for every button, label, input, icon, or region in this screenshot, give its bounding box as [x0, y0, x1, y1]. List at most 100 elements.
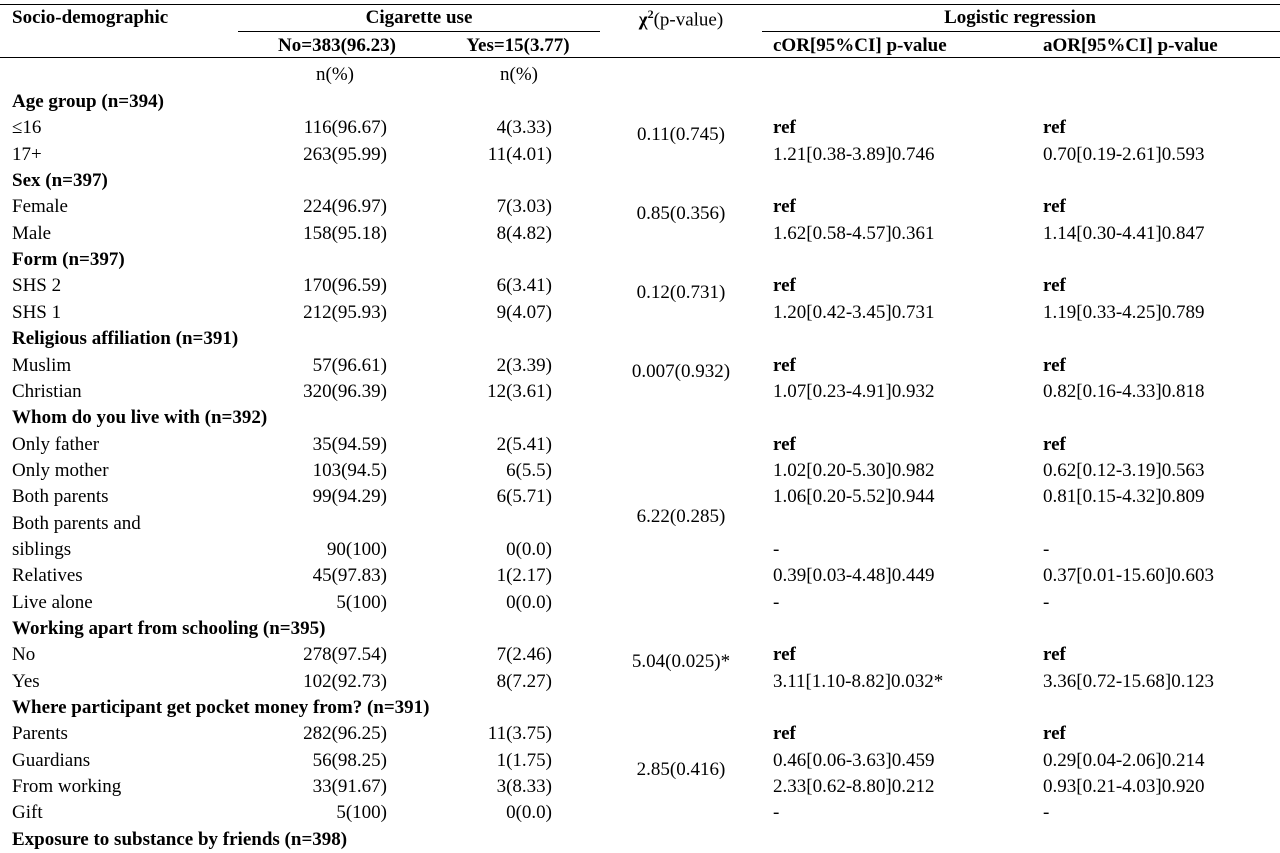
cell-no: 102(92.73)	[303, 671, 387, 692]
cell-cor: ref	[773, 196, 796, 217]
cell-yes: 6(3.41)	[496, 275, 552, 296]
cell-no: 116(96.67)	[303, 117, 387, 138]
section-heading: Whom do you live with (n=392)	[12, 407, 268, 428]
section-heading: Religious affiliation (n=391)	[12, 328, 239, 349]
cell-no: 35(94.59)	[312, 434, 387, 455]
cell-yes: 3(8.33)	[496, 776, 552, 797]
cell-aor: -	[1043, 592, 1050, 613]
section-heading: Sex (n=397)	[12, 170, 108, 191]
chi-square-value: 5.04(0.025)*	[631, 651, 731, 672]
row-label: Both parents and	[12, 513, 141, 534]
row-label: Yes	[12, 671, 40, 692]
row-label: Male	[12, 223, 52, 244]
subheader-cor: cOR[95%CI] p-value	[773, 35, 947, 56]
cell-cor: 1.20[0.42-3.45]0.731	[773, 302, 935, 323]
cell-cor: -	[773, 539, 780, 560]
cell-aor: 0.82[0.16-4.33]0.818	[1043, 381, 1205, 402]
cell-no: 282(96.25)	[303, 723, 387, 744]
cell-aor: ref	[1043, 723, 1066, 744]
table-top-rule	[0, 4, 1280, 5]
cell-yes: 6(5.71)	[496, 486, 552, 507]
subheader-no: No=383(96.23)	[278, 35, 396, 56]
cell-no: 158(95.18)	[303, 223, 387, 244]
cell-no: 99(94.29)	[312, 486, 387, 507]
chi-square-value: 0.11(0.745)	[637, 124, 725, 145]
section-heading: Age group (n=394)	[12, 91, 164, 112]
header-chi-square: χ2(p-value)	[639, 8, 723, 29]
row-label: Only father	[12, 434, 100, 455]
cell-cor: 2.33[0.62-8.80]0.212	[773, 776, 935, 797]
subheader-yes: Yes=15(3.77)	[466, 35, 570, 56]
cell-yes: 2(5.41)	[496, 434, 552, 455]
cell-cor: ref	[773, 644, 796, 665]
cell-no: 263(95.99)	[303, 144, 387, 165]
cell-yes: 4(3.33)	[496, 117, 552, 138]
cell-aor: 0.81[0.15-4.32]0.809	[1043, 486, 1205, 507]
section-heading: Where participant get pocket money from?…	[12, 697, 430, 718]
cell-cor: -	[773, 802, 780, 823]
cell-aor: 1.14[0.30-4.41]0.847	[1043, 223, 1205, 244]
unit-yes: n(%)	[500, 64, 538, 85]
cell-yes: 0(0.0)	[506, 592, 552, 613]
row-label: Only mother	[12, 460, 109, 481]
chi-superscript: 2	[647, 7, 654, 21]
cell-cor: -	[773, 592, 780, 613]
cell-aor: ref	[1043, 117, 1066, 138]
unit-no: n(%)	[316, 64, 354, 85]
cell-yes: 6(5.5)	[506, 460, 552, 481]
cell-yes: 7(3.03)	[496, 196, 552, 217]
chi-p-value-text: (p-value)	[653, 9, 724, 31]
cell-cor: ref	[773, 275, 796, 296]
cell-aor: ref	[1043, 196, 1066, 217]
cell-cor: 3.11[1.10-8.82]0.032*	[773, 671, 944, 692]
chi-square-value: 0.12(0.731)	[636, 282, 726, 303]
cell-aor: ref	[1043, 355, 1066, 376]
cell-cor: ref	[773, 355, 796, 376]
section-heading: Form (n=397)	[12, 249, 125, 270]
section-heading: Working apart from schooling (n=395)	[12, 618, 326, 639]
cell-no: 170(96.59)	[303, 275, 387, 296]
cell-cor: 1.02[0.20-5.30]0.982	[773, 460, 935, 481]
row-label: Christian	[12, 381, 82, 402]
cell-no: 57(96.61)	[312, 355, 387, 376]
cell-cor: ref	[773, 723, 796, 744]
cell-cor: 0.46[0.06-3.63]0.459	[773, 750, 935, 771]
cell-yes: 1(1.75)	[496, 750, 552, 771]
cell-yes: 0(0.0)	[506, 802, 552, 823]
cell-yes: 0(0.0)	[506, 539, 552, 560]
cell-cor: 1.07[0.23-4.91]0.932	[773, 381, 935, 402]
cell-cor: 0.39[0.03-4.48]0.449	[773, 565, 935, 586]
cell-aor: -	[1043, 539, 1050, 560]
cell-aor: ref	[1043, 644, 1066, 665]
row-label: SHS 2	[12, 275, 62, 296]
cell-aor: 0.62[0.12-3.19]0.563	[1043, 460, 1205, 481]
header-socio-demographic: Socio-demographic	[12, 7, 169, 28]
row-label: ≤16	[12, 117, 42, 138]
row-label: Live alone	[12, 592, 93, 613]
header-cigarette-use: Cigarette use	[365, 7, 473, 28]
row-label: 17+	[12, 144, 42, 165]
cell-cor: 1.62[0.58-4.57]0.361	[773, 223, 935, 244]
cell-yes: 9(4.07)	[496, 302, 552, 323]
row-label: Relatives	[12, 565, 83, 586]
cell-no: 56(98.25)	[312, 750, 387, 771]
cell-aor: ref	[1043, 275, 1066, 296]
cell-cor: ref	[773, 434, 796, 455]
cell-no: 90(100)	[326, 539, 387, 560]
cell-no: 320(96.39)	[303, 381, 387, 402]
cell-yes: 2(3.39)	[496, 355, 552, 376]
cell-yes: 8(7.27)	[496, 671, 552, 692]
cell-yes: 8(4.82)	[496, 223, 552, 244]
cell-aor: 0.93[0.21-4.03]0.920	[1043, 776, 1205, 797]
row-label: Muslim	[12, 355, 72, 376]
cell-aor: 0.70[0.19-2.61]0.593	[1043, 144, 1205, 165]
header-bottom-rule	[0, 57, 1280, 58]
cell-cor: 1.06[0.20-5.52]0.944	[773, 486, 935, 507]
cell-yes: 7(2.46)	[496, 644, 552, 665]
row-label: From working	[12, 776, 122, 797]
section-heading: Exposure to substance by friends (n=398)	[12, 829, 348, 850]
cell-aor: 1.19[0.33-4.25]0.789	[1043, 302, 1205, 323]
cell-no: 5(100)	[336, 802, 387, 823]
chi-square-value: 6.22(0.285)	[636, 506, 726, 527]
cell-yes: 12(3.61)	[487, 381, 552, 402]
